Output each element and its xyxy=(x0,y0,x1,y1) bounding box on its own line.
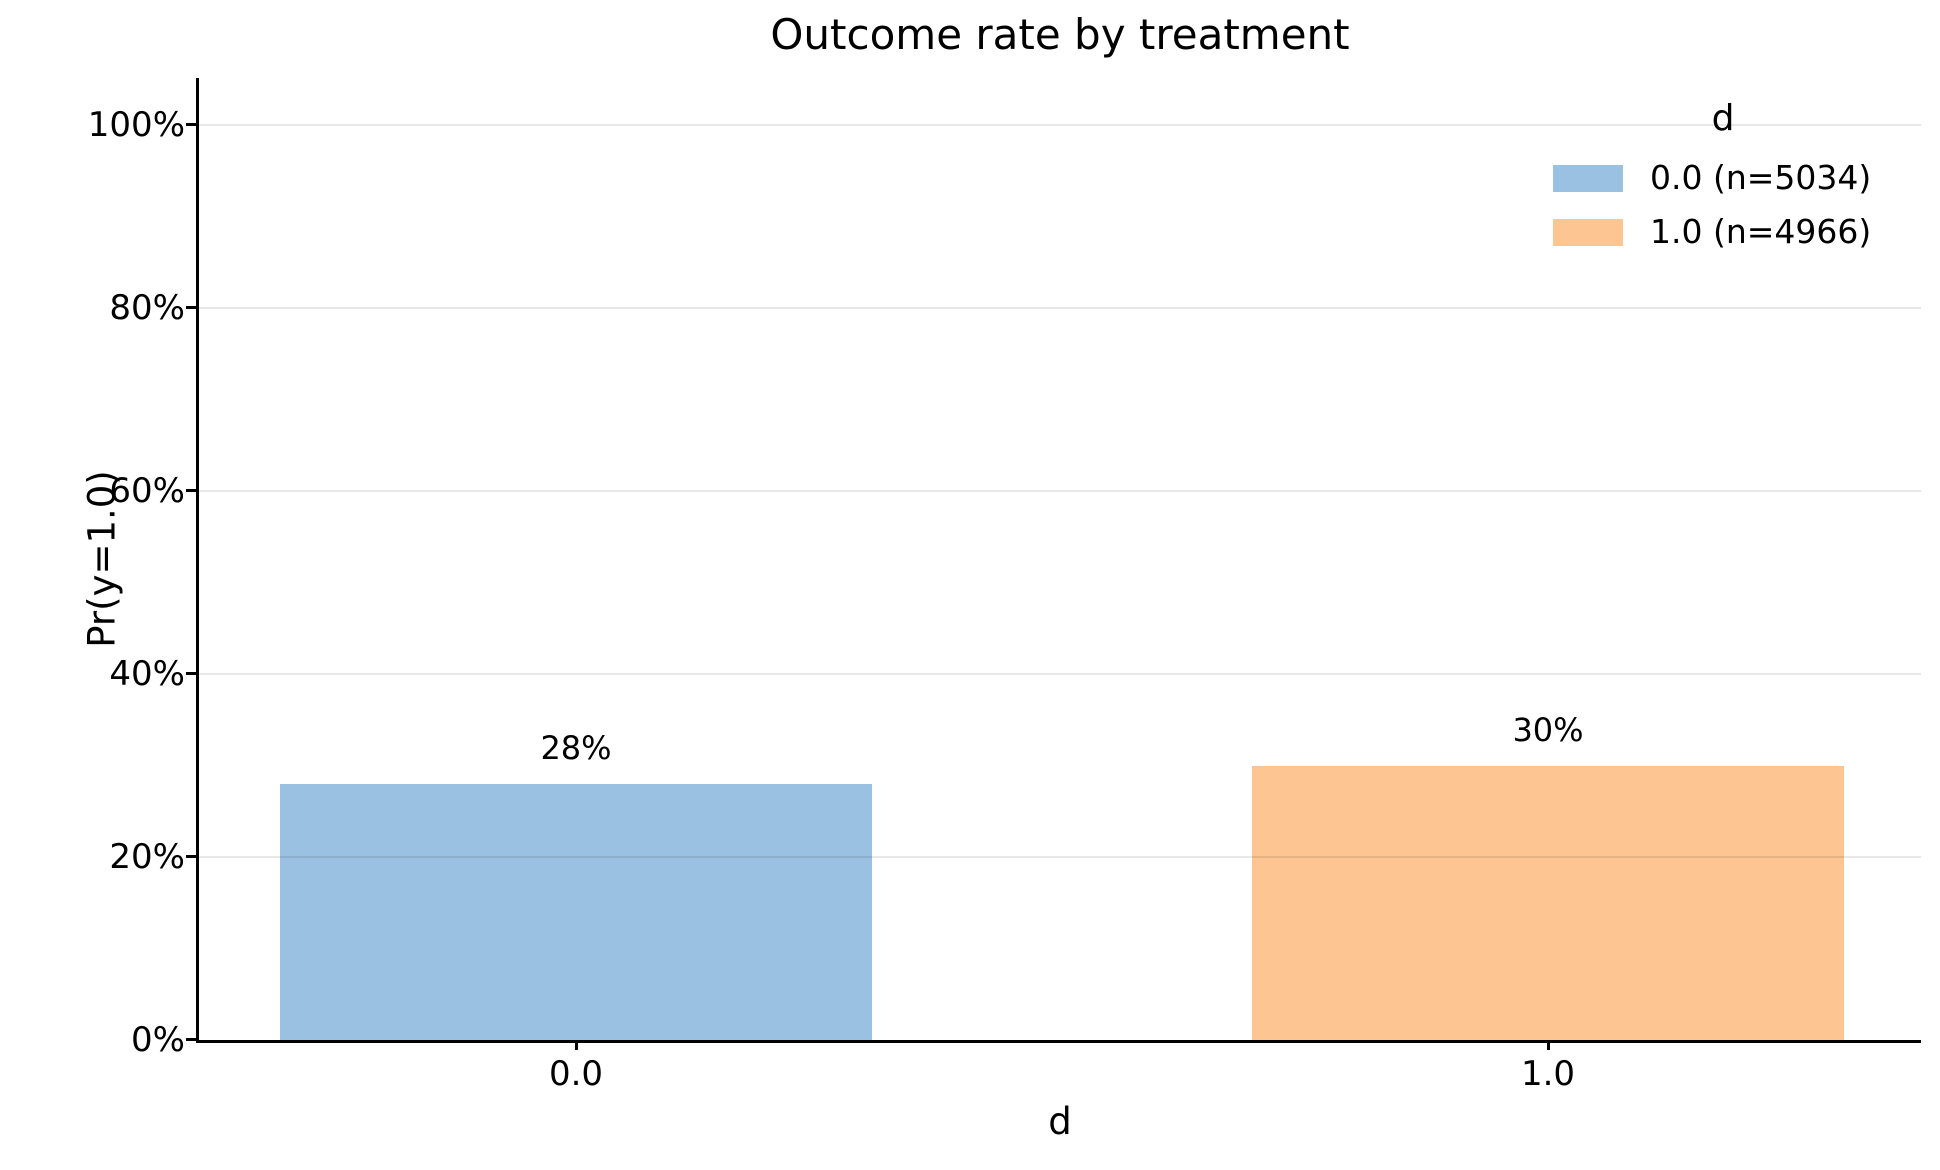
y-tick-mark xyxy=(186,672,196,675)
legend-swatch xyxy=(1553,164,1623,192)
x-tick-label: 0.0 xyxy=(548,1054,604,1094)
x-tick-mark xyxy=(575,1040,578,1050)
y-tick-label: 20% xyxy=(109,837,185,877)
y-tick-mark xyxy=(186,489,196,492)
y-tick-label: 60% xyxy=(109,471,185,511)
bar-value-label: 30% xyxy=(1512,710,1584,749)
y-tick-mark xyxy=(186,306,196,309)
y-tick-mark xyxy=(186,123,196,126)
x-tick-label: 1.0 xyxy=(1520,1054,1576,1094)
gridline xyxy=(199,673,1921,675)
y-tick-label: 40% xyxy=(109,654,185,694)
gridline xyxy=(199,124,1921,126)
gridline xyxy=(199,856,1921,858)
legend-title: d xyxy=(1711,98,1735,139)
gridline xyxy=(199,307,1921,309)
legend-swatch xyxy=(1553,218,1623,246)
y-tick-mark xyxy=(186,855,196,858)
bar-value-label: 28% xyxy=(540,728,612,767)
y-axis-label: Pr(y=1.0) xyxy=(80,470,124,648)
legend-entry: 0.0 (n=5034) xyxy=(1553,154,1893,202)
chart-title: Outcome rate by treatment xyxy=(770,10,1350,59)
legend-entry-label: 1.0 (n=4966) xyxy=(1650,212,1872,251)
bar xyxy=(1252,765,1844,1040)
legend-entry-label: 0.0 (n=5034) xyxy=(1650,158,1872,197)
x-axis-spine xyxy=(196,1040,1921,1043)
gridline xyxy=(199,490,1921,492)
x-tick-mark xyxy=(1547,1040,1550,1050)
bar xyxy=(280,783,872,1040)
y-tick-mark xyxy=(186,1038,196,1041)
legend: d 0.0 (n=5034) 1.0 (n=4966) xyxy=(1553,96,1893,262)
y-axis-spine xyxy=(196,78,199,1040)
y-tick-label: 0% xyxy=(131,1020,185,1060)
plot-area: 28% 30% xyxy=(196,78,1921,1043)
x-axis-label: d xyxy=(1048,1100,1072,1143)
y-tick-label: 80% xyxy=(109,288,185,328)
y-tick-label: 100% xyxy=(87,105,185,145)
legend-entry: 1.0 (n=4966) xyxy=(1553,208,1893,256)
